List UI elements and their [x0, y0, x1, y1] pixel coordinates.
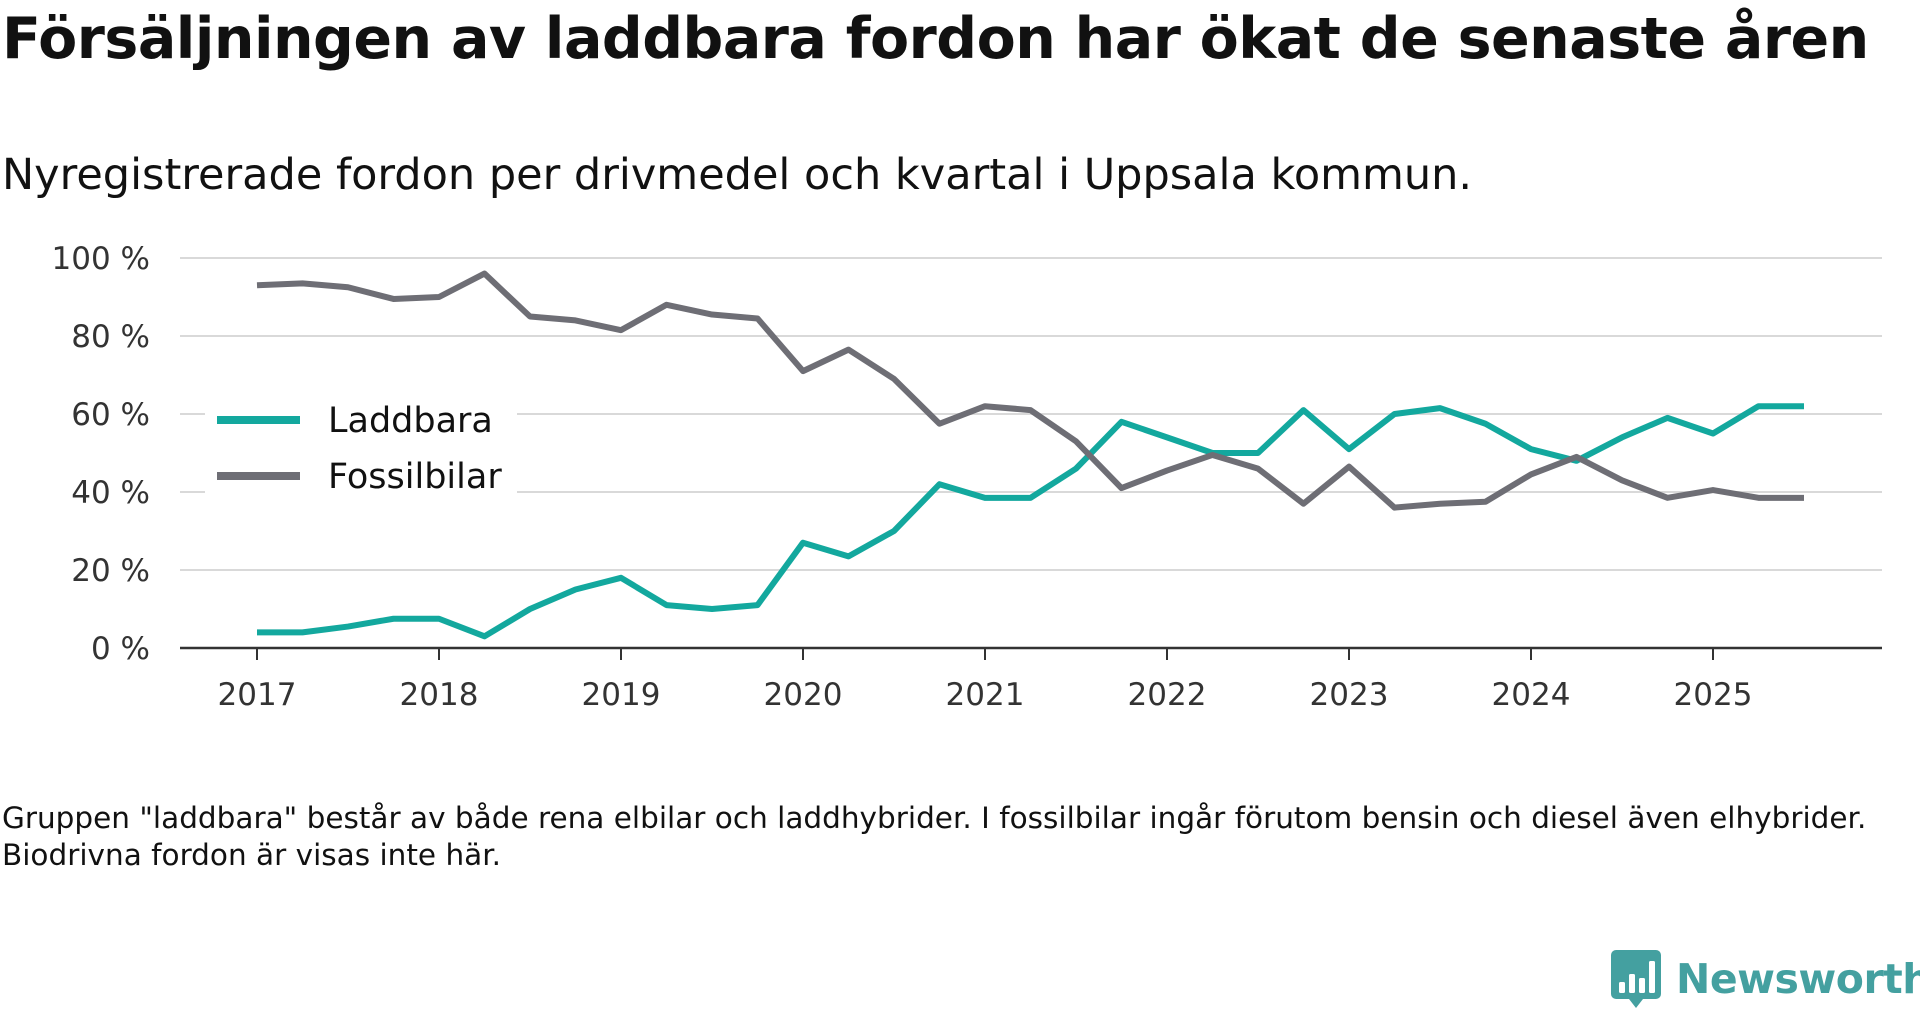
x-tick-label: 2022	[1128, 677, 1207, 713]
y-tick-label: 60 %	[71, 397, 150, 433]
x-tick-label: 2025	[1674, 677, 1753, 713]
line-chart: 0 % 20 % 40 % 60 % 80 % 100 % 2017 2018 2019 2020…	[52, 241, 1882, 713]
x-tick-label: 2021	[946, 677, 1025, 713]
x-tick-label: 2020	[764, 677, 843, 713]
x-tick-label: 2023	[1310, 677, 1389, 713]
legend-background	[205, 395, 517, 510]
x-tick-label: 2024	[1492, 677, 1571, 713]
series-line-fossilbilar	[256, 270, 1804, 511]
chart-subtitle: Nyregistrerade fordon per drivmedel och …	[2, 150, 1473, 200]
x-tick-label: 2019	[582, 677, 661, 713]
newsworthy-bar-chart-icon	[1611, 950, 1661, 1008]
chart-title: Försäljningen av laddbara fordon har öka…	[2, 6, 1869, 72]
x-tick-label: 2017	[218, 677, 297, 713]
legend-label-fossilbilar: Fossilbilar	[328, 457, 502, 497]
legend: Laddbara Fossilbilar	[205, 395, 517, 510]
y-tick-label: 80 %	[71, 319, 150, 355]
footnote: Gruppen "laddbara" består av både rena e…	[2, 801, 1867, 872]
brand-name: Newsworthy	[1676, 955, 1920, 1003]
axes: 0 % 20 % 40 % 60 % 80 % 100 % 2017 2018 2019 2020…	[52, 241, 1882, 713]
series	[256, 270, 1804, 640]
series-line-laddbara	[257, 403, 1804, 640]
legend-label-laddbara: Laddbara	[328, 401, 493, 441]
newsworthy-logo: Newsworthy	[1610, 948, 1920, 1010]
y-tick-label: 0 %	[91, 631, 150, 667]
y-tick-label: 20 %	[71, 553, 150, 589]
x-tick-label: 2018	[400, 677, 479, 713]
y-tick-label: 40 %	[71, 475, 150, 511]
y-tick-label: 100 %	[52, 241, 150, 277]
